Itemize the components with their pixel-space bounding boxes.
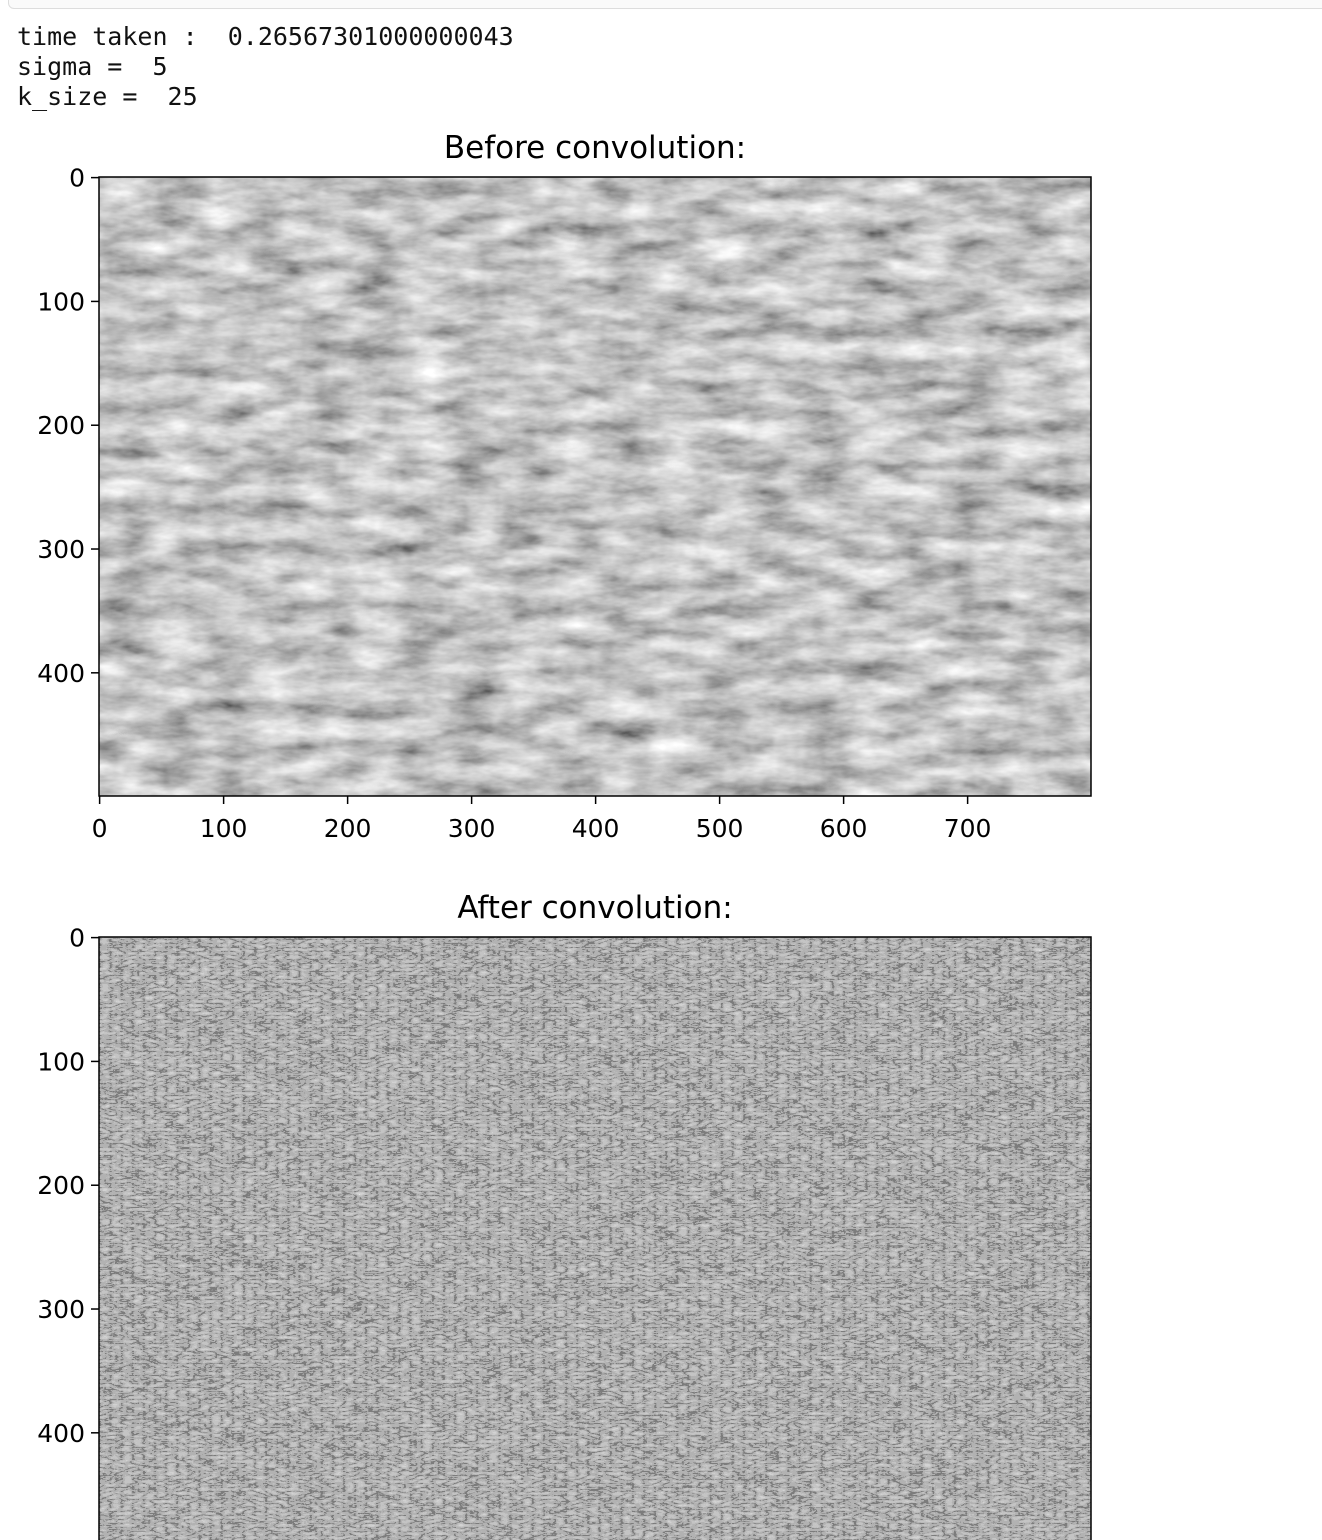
x-tick-label: 300 (448, 814, 496, 843)
y-tick-label: 100 (37, 1047, 85, 1076)
plot-title: After convolution: (457, 890, 732, 926)
x-tick-label: 700 (944, 814, 992, 843)
plot-title: Before convolution: (444, 130, 746, 166)
y-tick-label: 0 (69, 164, 85, 193)
y-tick-label: 0 (69, 924, 85, 953)
x-tick-label: 100 (200, 814, 248, 843)
x-tick-label: 0 (92, 814, 108, 843)
y-tick-label: 200 (37, 411, 85, 440)
x-tick-label: 500 (696, 814, 744, 843)
y-tick-label: 400 (37, 1419, 85, 1448)
y-tick-label: 100 (37, 287, 85, 316)
output-line: time taken : 0.26567301000000043 (17, 22, 514, 51)
output-line: k_size = 25 (17, 82, 198, 111)
cell-border (8, 0, 1322, 9)
y-tick-label: 400 (37, 659, 85, 688)
cell-output: time taken : 0.26567301000000043 sigma =… (17, 22, 514, 112)
image (99, 937, 1091, 1540)
image (99, 177, 1091, 796)
x-tick-label: 200 (324, 814, 372, 843)
axes-frame (98, 936, 1092, 1540)
y-tick-label: 300 (37, 535, 85, 564)
x-tick-label: 600 (820, 814, 868, 843)
y-tick-label: 200 (37, 1171, 85, 1200)
x-tick-label: 400 (572, 814, 620, 843)
y-tick-label: 300 (37, 1295, 85, 1324)
output-line: sigma = 5 (17, 52, 168, 81)
